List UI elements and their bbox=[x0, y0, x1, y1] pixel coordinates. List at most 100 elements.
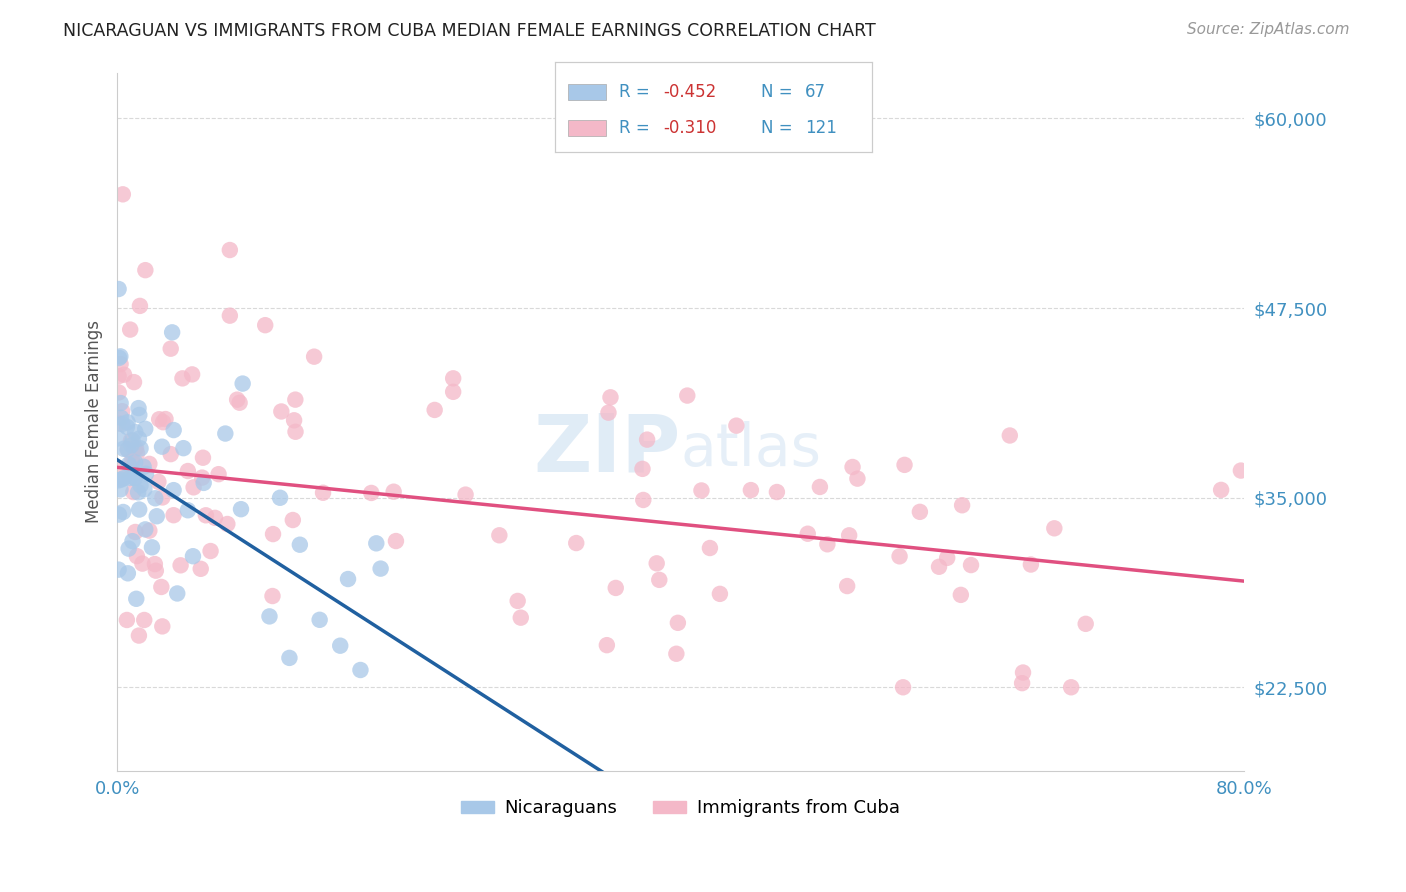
Point bbox=[598, 406, 620, 420]
Text: R =: R = bbox=[619, 119, 655, 136]
Point bbox=[631, 462, 654, 476]
Point bbox=[125, 591, 148, 606]
Point bbox=[288, 538, 311, 552]
Point bbox=[183, 480, 205, 494]
Point bbox=[118, 458, 141, 472]
Point bbox=[128, 408, 150, 422]
Point bbox=[159, 447, 181, 461]
Point bbox=[645, 557, 668, 571]
Point bbox=[148, 412, 170, 426]
Point bbox=[108, 351, 131, 365]
Point bbox=[1043, 521, 1066, 535]
Text: -0.310: -0.310 bbox=[664, 119, 716, 136]
Point bbox=[207, 467, 229, 482]
Point bbox=[998, 428, 1021, 442]
Point bbox=[117, 566, 139, 581]
Point bbox=[107, 369, 129, 384]
Point bbox=[152, 415, 174, 429]
Point bbox=[150, 619, 173, 633]
Point bbox=[636, 433, 658, 447]
Point bbox=[200, 544, 222, 558]
Point bbox=[360, 486, 382, 500]
Y-axis label: Median Female Earnings: Median Female Earnings bbox=[86, 320, 103, 524]
Point bbox=[112, 471, 135, 485]
Point bbox=[120, 322, 142, 336]
Point bbox=[218, 243, 240, 257]
Point bbox=[908, 505, 931, 519]
Point bbox=[193, 475, 215, 490]
Point bbox=[155, 412, 177, 426]
Point bbox=[166, 586, 188, 600]
Point bbox=[177, 503, 200, 517]
Point bbox=[181, 549, 204, 564]
Point bbox=[121, 456, 143, 470]
Point bbox=[162, 508, 184, 523]
Point bbox=[172, 371, 194, 385]
Point bbox=[107, 563, 129, 577]
Point bbox=[143, 491, 166, 506]
Point bbox=[665, 647, 688, 661]
Point bbox=[950, 498, 973, 512]
Point bbox=[928, 559, 950, 574]
Point bbox=[112, 368, 135, 382]
Point bbox=[1011, 676, 1033, 690]
Point bbox=[121, 453, 143, 467]
Point bbox=[124, 425, 146, 439]
Point bbox=[1012, 665, 1035, 680]
Point bbox=[1060, 680, 1083, 694]
Point bbox=[218, 309, 240, 323]
Point bbox=[191, 470, 214, 484]
Bar bbox=[568, 120, 606, 136]
Point bbox=[125, 549, 148, 563]
Point bbox=[110, 357, 132, 371]
Point bbox=[709, 587, 731, 601]
Point bbox=[284, 392, 307, 407]
Point bbox=[160, 326, 183, 340]
Point bbox=[796, 526, 818, 541]
Point bbox=[960, 558, 983, 572]
Point bbox=[191, 450, 214, 465]
Point bbox=[889, 549, 911, 564]
Point bbox=[808, 480, 831, 494]
Point bbox=[152, 491, 174, 505]
Point bbox=[145, 564, 167, 578]
Point bbox=[124, 455, 146, 469]
Point bbox=[138, 524, 160, 538]
Point bbox=[124, 442, 146, 456]
Point bbox=[194, 508, 217, 523]
Point bbox=[214, 426, 236, 441]
Point bbox=[110, 463, 132, 477]
Point bbox=[1074, 616, 1097, 631]
Point bbox=[111, 187, 134, 202]
Point bbox=[1019, 558, 1042, 572]
Point bbox=[488, 528, 510, 542]
Point bbox=[846, 472, 869, 486]
Point bbox=[441, 371, 464, 385]
Point bbox=[127, 485, 149, 500]
Point bbox=[172, 441, 194, 455]
Point bbox=[226, 392, 249, 407]
Point bbox=[124, 471, 146, 485]
Point bbox=[232, 376, 254, 391]
Point bbox=[111, 417, 134, 431]
Point bbox=[150, 440, 173, 454]
Point bbox=[169, 558, 191, 573]
Point bbox=[596, 638, 619, 652]
Point bbox=[385, 534, 408, 549]
Point bbox=[270, 404, 292, 418]
Legend: Nicaraguans, Immigrants from Cuba: Nicaraguans, Immigrants from Cuba bbox=[454, 792, 907, 824]
Point bbox=[112, 505, 135, 519]
Point bbox=[110, 483, 132, 497]
Point bbox=[122, 485, 145, 500]
Point bbox=[132, 459, 155, 474]
Point bbox=[891, 680, 914, 694]
Point bbox=[204, 511, 226, 525]
Point bbox=[229, 502, 252, 516]
Point bbox=[135, 467, 157, 481]
Point bbox=[506, 594, 529, 608]
Point bbox=[129, 478, 152, 492]
Point bbox=[162, 483, 184, 497]
Point bbox=[115, 420, 138, 434]
Point bbox=[148, 475, 170, 489]
Point bbox=[145, 509, 167, 524]
